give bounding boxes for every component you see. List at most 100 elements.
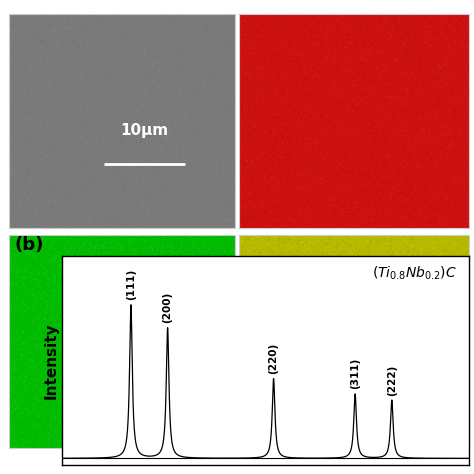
- Point: [114, 419, 121, 427]
- Point: [310, 318, 318, 325]
- Point: [17, 330, 24, 338]
- Point: [135, 311, 142, 319]
- Point: [150, 420, 157, 428]
- Point: [379, 427, 386, 434]
- Point: [123, 423, 131, 431]
- Point: [275, 18, 283, 25]
- Point: [65, 95, 73, 102]
- Point: [374, 384, 381, 392]
- Point: [422, 180, 429, 188]
- Point: [17, 305, 25, 313]
- Point: [334, 263, 342, 270]
- Point: [85, 292, 93, 300]
- Point: [278, 410, 285, 418]
- Point: [243, 206, 250, 214]
- Point: [268, 315, 275, 322]
- Point: [103, 95, 111, 102]
- Point: [419, 282, 426, 290]
- Point: [198, 310, 206, 317]
- Point: [370, 94, 378, 101]
- Point: [157, 314, 164, 322]
- Point: [43, 48, 50, 56]
- Point: [14, 86, 21, 94]
- Point: [272, 259, 279, 267]
- Point: [364, 390, 372, 398]
- Point: [242, 58, 250, 66]
- Point: [321, 364, 328, 371]
- Point: [319, 221, 327, 229]
- Point: [99, 288, 106, 295]
- Point: [193, 74, 201, 82]
- Point: [239, 424, 247, 431]
- Point: [400, 69, 408, 77]
- Point: [401, 442, 408, 449]
- Point: [312, 26, 319, 34]
- Point: [416, 233, 424, 240]
- Point: [160, 351, 167, 358]
- Point: [98, 47, 105, 55]
- Point: [206, 113, 214, 121]
- Point: [423, 22, 431, 30]
- Point: [219, 120, 226, 128]
- Point: [286, 283, 294, 291]
- Point: [123, 398, 131, 405]
- Point: [94, 440, 102, 448]
- Point: [447, 27, 454, 35]
- Point: [206, 140, 213, 147]
- Point: [320, 333, 328, 340]
- Point: [126, 343, 134, 350]
- Point: [430, 442, 438, 449]
- Point: [136, 346, 143, 354]
- Point: [24, 86, 32, 93]
- Point: [340, 210, 347, 218]
- Point: [104, 318, 111, 326]
- Point: [145, 11, 152, 18]
- Point: [195, 157, 202, 164]
- Point: [465, 84, 473, 91]
- Point: [79, 389, 86, 397]
- Point: [230, 344, 238, 351]
- Point: [180, 114, 187, 121]
- Point: [8, 62, 16, 70]
- Point: [437, 67, 445, 74]
- Point: [404, 424, 411, 432]
- Point: [339, 205, 347, 213]
- Point: [357, 393, 365, 401]
- Point: [294, 234, 301, 241]
- Point: [325, 292, 333, 300]
- Point: [287, 73, 295, 80]
- Point: [43, 53, 51, 60]
- Point: [96, 443, 103, 450]
- Point: [41, 169, 48, 176]
- Point: [325, 211, 333, 219]
- Point: [220, 123, 228, 130]
- Point: [99, 24, 107, 31]
- Point: [72, 20, 79, 28]
- Point: [312, 351, 319, 359]
- Point: [238, 248, 246, 256]
- Point: [218, 22, 225, 30]
- Point: [120, 349, 128, 357]
- Point: [455, 57, 463, 65]
- Point: [242, 280, 250, 287]
- Point: [378, 235, 385, 243]
- Point: [302, 391, 310, 399]
- Point: [310, 311, 317, 319]
- Point: [225, 347, 232, 355]
- Point: [36, 246, 44, 253]
- Point: [374, 33, 381, 40]
- Point: [337, 354, 344, 361]
- Point: [108, 191, 116, 198]
- Point: [435, 280, 443, 288]
- Point: [435, 138, 442, 146]
- Point: [71, 237, 78, 244]
- Point: [118, 285, 126, 292]
- Point: [274, 188, 282, 195]
- Point: [111, 85, 118, 92]
- Point: [33, 135, 41, 143]
- Point: [39, 255, 47, 263]
- Point: [83, 84, 91, 91]
- Point: [304, 197, 311, 204]
- Point: [219, 248, 227, 256]
- Point: [319, 215, 327, 222]
